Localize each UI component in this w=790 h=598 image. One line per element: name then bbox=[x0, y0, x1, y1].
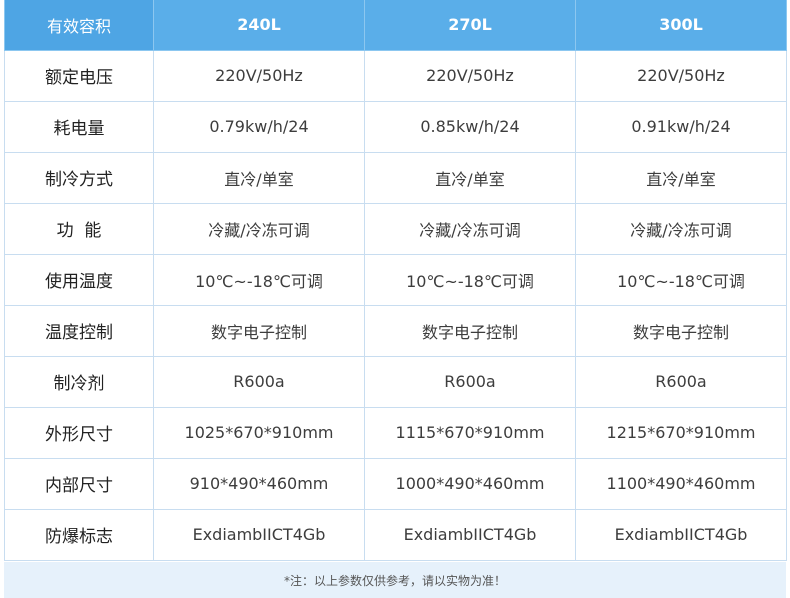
cell-value: 10℃~-18℃可调 bbox=[153, 253, 365, 306]
table-row: 温度控制 数字电子控制 数字电子控制 数字电子控制 bbox=[4, 304, 787, 357]
cell-value: ExdiambIICT4Gb bbox=[364, 508, 576, 561]
table-row: 防爆标志 ExdiambIICT4Gb ExdiambIICT4Gb Exdia… bbox=[4, 508, 787, 561]
table-row: 耗电量 0.79kw/h/24 0.85kw/h/24 0.91kw/h/24 bbox=[4, 100, 787, 153]
table-row: 制冷方式 直冷/单室 直冷/单室 直冷/单室 bbox=[4, 151, 787, 204]
table-row: 制冷剂 R600a R600a R600a bbox=[4, 355, 787, 408]
row-label-external-dimensions: 外形尺寸 bbox=[4, 406, 154, 459]
cell-value: 10℃~-18℃可调 bbox=[575, 253, 787, 306]
cell-value: 数字电子控制 bbox=[153, 304, 365, 357]
cell-value: ExdiambIICT4Gb bbox=[153, 508, 365, 561]
header-col-240l: 240L bbox=[153, 0, 365, 51]
cell-value: 10℃~-18℃可调 bbox=[364, 253, 576, 306]
table-row: 功 能 冷藏/冷冻可调 冷藏/冷冻可调 冷藏/冷冻可调 bbox=[4, 202, 787, 255]
cell-value: 直冷/单室 bbox=[575, 151, 787, 204]
cell-value: 220V/50Hz bbox=[575, 49, 787, 102]
table-row: 外形尺寸 1025*670*910mm 1115*670*910mm 1215*… bbox=[4, 406, 787, 459]
header-col-300l: 300L bbox=[575, 0, 787, 51]
cell-value: 直冷/单室 bbox=[364, 151, 576, 204]
table-row: 使用温度 10℃~-18℃可调 10℃~-18℃可调 10℃~-18℃可调 bbox=[4, 253, 787, 306]
cell-value: 0.85kw/h/24 bbox=[364, 100, 576, 153]
row-label-cooling-method: 制冷方式 bbox=[4, 151, 154, 204]
cell-value: 910*490*460mm bbox=[153, 457, 365, 510]
cell-value: 数字电子控制 bbox=[364, 304, 576, 357]
row-label-operating-temperature: 使用温度 bbox=[4, 253, 154, 306]
cell-value: 数字电子控制 bbox=[575, 304, 787, 357]
table-row: 内部尺寸 910*490*460mm 1000*490*460mm 1100*4… bbox=[4, 457, 787, 510]
header-capacity-label: 有效容积 bbox=[4, 0, 154, 51]
row-label-power-consumption: 耗电量 bbox=[4, 100, 154, 153]
cell-value: R600a bbox=[364, 355, 576, 408]
cell-value: R600a bbox=[153, 355, 365, 408]
row-label-internal-dimensions: 内部尺寸 bbox=[4, 457, 154, 510]
cell-value: ExdiambIICT4Gb bbox=[575, 508, 787, 561]
cell-value: 1000*490*460mm bbox=[364, 457, 576, 510]
row-label-refrigerant: 制冷剂 bbox=[4, 355, 154, 408]
cell-value: 1100*490*460mm bbox=[575, 457, 787, 510]
row-label-rated-voltage: 额定电压 bbox=[4, 49, 154, 102]
table-row: 额定电压 220V/50Hz 220V/50Hz 220V/50Hz bbox=[4, 49, 787, 102]
cell-value: 直冷/单室 bbox=[153, 151, 365, 204]
cell-value: 1115*670*910mm bbox=[364, 406, 576, 459]
cell-value: 220V/50Hz bbox=[364, 49, 576, 102]
row-label-explosion-proof-mark: 防爆标志 bbox=[4, 508, 154, 561]
cell-value: 冷藏/冷冻可调 bbox=[153, 202, 365, 255]
header-col-270l: 270L bbox=[364, 0, 576, 51]
header-row: 有效容积 240L 270L 300L bbox=[4, 0, 787, 51]
cell-value: 1025*670*910mm bbox=[153, 406, 365, 459]
row-label-temperature-control: 温度控制 bbox=[4, 304, 154, 357]
row-label-function: 功 能 bbox=[4, 202, 154, 255]
cell-value: R600a bbox=[575, 355, 787, 408]
cell-value: 0.79kw/h/24 bbox=[153, 100, 365, 153]
cell-value: 冷藏/冷冻可调 bbox=[364, 202, 576, 255]
cell-value: 0.91kw/h/24 bbox=[575, 100, 787, 153]
footnote-disclaimer: *注：以上参数仅供参考，请以实物为准！ bbox=[4, 562, 786, 598]
cell-value: 1215*670*910mm bbox=[575, 406, 787, 459]
spec-table: 有效容积 240L 270L 300L 额定电压 220V/50Hz 220V/… bbox=[4, 0, 787, 561]
cell-value: 220V/50Hz bbox=[153, 49, 365, 102]
cell-value: 冷藏/冷冻可调 bbox=[575, 202, 787, 255]
